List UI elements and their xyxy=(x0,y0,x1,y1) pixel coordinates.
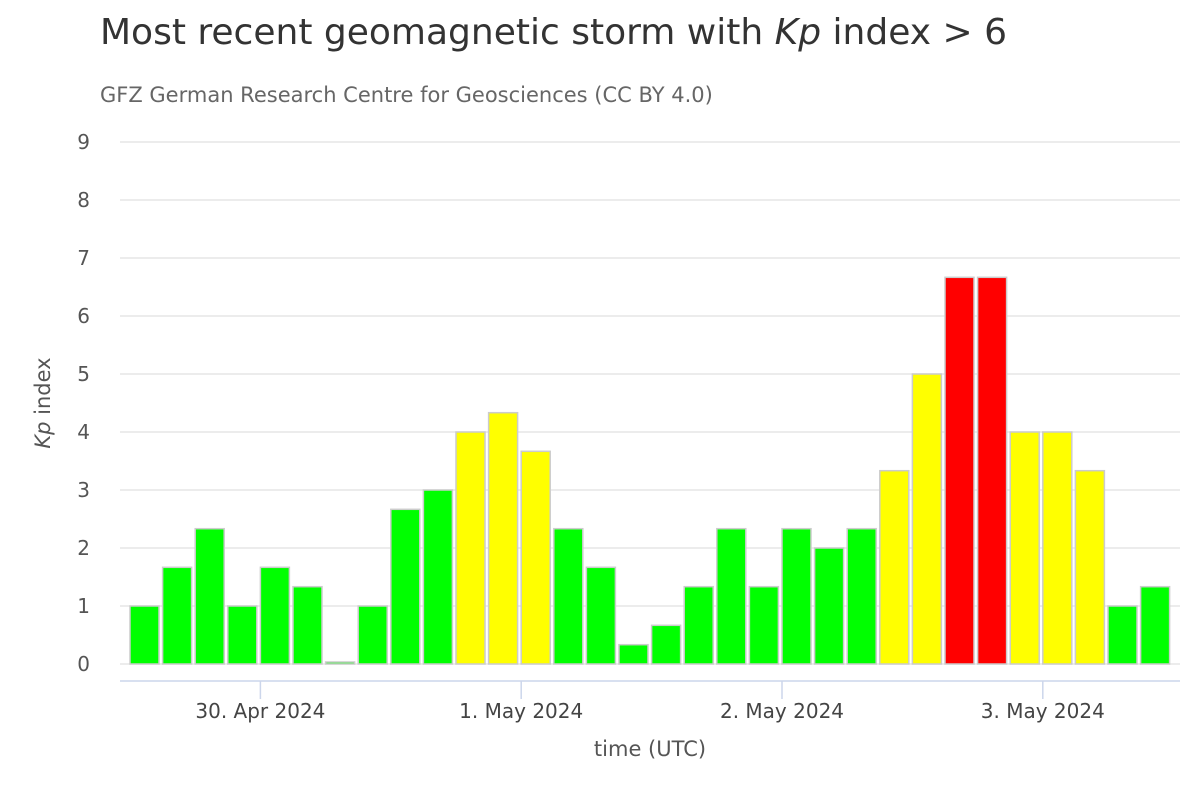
y-tick-label: 9 xyxy=(77,130,90,154)
x-tick-label: 3. May 2024 xyxy=(981,699,1105,723)
y-tick-label: 0 xyxy=(77,652,90,676)
kp-bar[interactable] xyxy=(1107,605,1138,665)
y-tick-label: 3 xyxy=(77,478,90,502)
chart-subtitle: GFZ German Research Centre for Geoscienc… xyxy=(100,83,713,107)
kp-bar[interactable] xyxy=(976,276,1008,665)
kp-bar[interactable] xyxy=(553,527,584,665)
kp-bar[interactable] xyxy=(161,566,193,665)
x-axis-title: time (UTC) xyxy=(594,737,706,761)
kp-bar[interactable] xyxy=(1139,585,1171,665)
y-axis-ticks: 0 1 2 3 4 5 6 7 8 9 xyxy=(77,130,90,676)
x-axis-ticks: 30. Apr 2024 1. May 2024 2. May 2024 3. May… xyxy=(195,681,1105,723)
chart-title-prefix: Most recent geomagnetic storm with xyxy=(100,12,775,53)
kp-bar[interactable] xyxy=(683,585,714,665)
kp-bar[interactable] xyxy=(879,469,910,665)
kp-bar[interactable] xyxy=(716,527,747,665)
y-tick-label: 8 xyxy=(77,188,90,212)
kp-bar[interactable] xyxy=(422,489,454,665)
kp-bar[interactable] xyxy=(487,411,519,665)
x-tick-label: 2. May 2024 xyxy=(720,699,844,723)
y-tick-label: 4 xyxy=(77,420,90,444)
kp-bar[interactable] xyxy=(846,527,877,665)
kp-bar[interactable] xyxy=(292,585,323,665)
kp-bar[interactable] xyxy=(781,527,812,665)
chart-title: Most recent geomagnetic storm with Kp in… xyxy=(100,12,1007,53)
y-axis-title-rest: index xyxy=(31,357,55,421)
x-tick-label: 1. May 2024 xyxy=(459,699,583,723)
kp-bar[interactable] xyxy=(618,643,649,665)
y-tick-label: 6 xyxy=(77,304,90,328)
kp-bar[interactable] xyxy=(813,547,845,665)
kp-bar[interactable] xyxy=(194,527,225,665)
kp-bar[interactable] xyxy=(650,624,682,665)
kp-bar[interactable] xyxy=(520,450,551,665)
chart-title-kp: Kp xyxy=(774,12,822,53)
kp-bar[interactable] xyxy=(1074,469,1106,665)
kp-bar[interactable] xyxy=(1042,431,1073,665)
y-tick-label: 5 xyxy=(77,362,90,386)
kp-bar[interactable] xyxy=(129,605,160,665)
bars xyxy=(129,276,1171,665)
kp-bar[interactable] xyxy=(911,373,943,665)
kp-bar[interactable] xyxy=(585,566,617,665)
y-tick-label: 1 xyxy=(77,594,90,618)
kp-bar[interactable] xyxy=(390,508,421,665)
x-tick-label: 30. Apr 2024 xyxy=(195,699,325,723)
kp-bar[interactable] xyxy=(944,276,975,665)
kp-bar[interactable] xyxy=(1009,431,1040,665)
y-axis-title: Kp index xyxy=(31,357,55,448)
kp-bar[interactable] xyxy=(227,605,258,665)
kp-bar[interactable] xyxy=(259,566,291,665)
kp-bar[interactable] xyxy=(357,605,388,665)
kp-bar[interactable] xyxy=(455,431,486,665)
kp-bar[interactable] xyxy=(748,585,780,665)
y-axis-title-kp: Kp xyxy=(31,422,55,449)
kp-bar[interactable] xyxy=(324,661,356,665)
y-tick-label: 2 xyxy=(77,536,90,560)
y-tick-label: 7 xyxy=(77,246,90,270)
chart-title-suffix: index > 6 xyxy=(821,12,1007,53)
